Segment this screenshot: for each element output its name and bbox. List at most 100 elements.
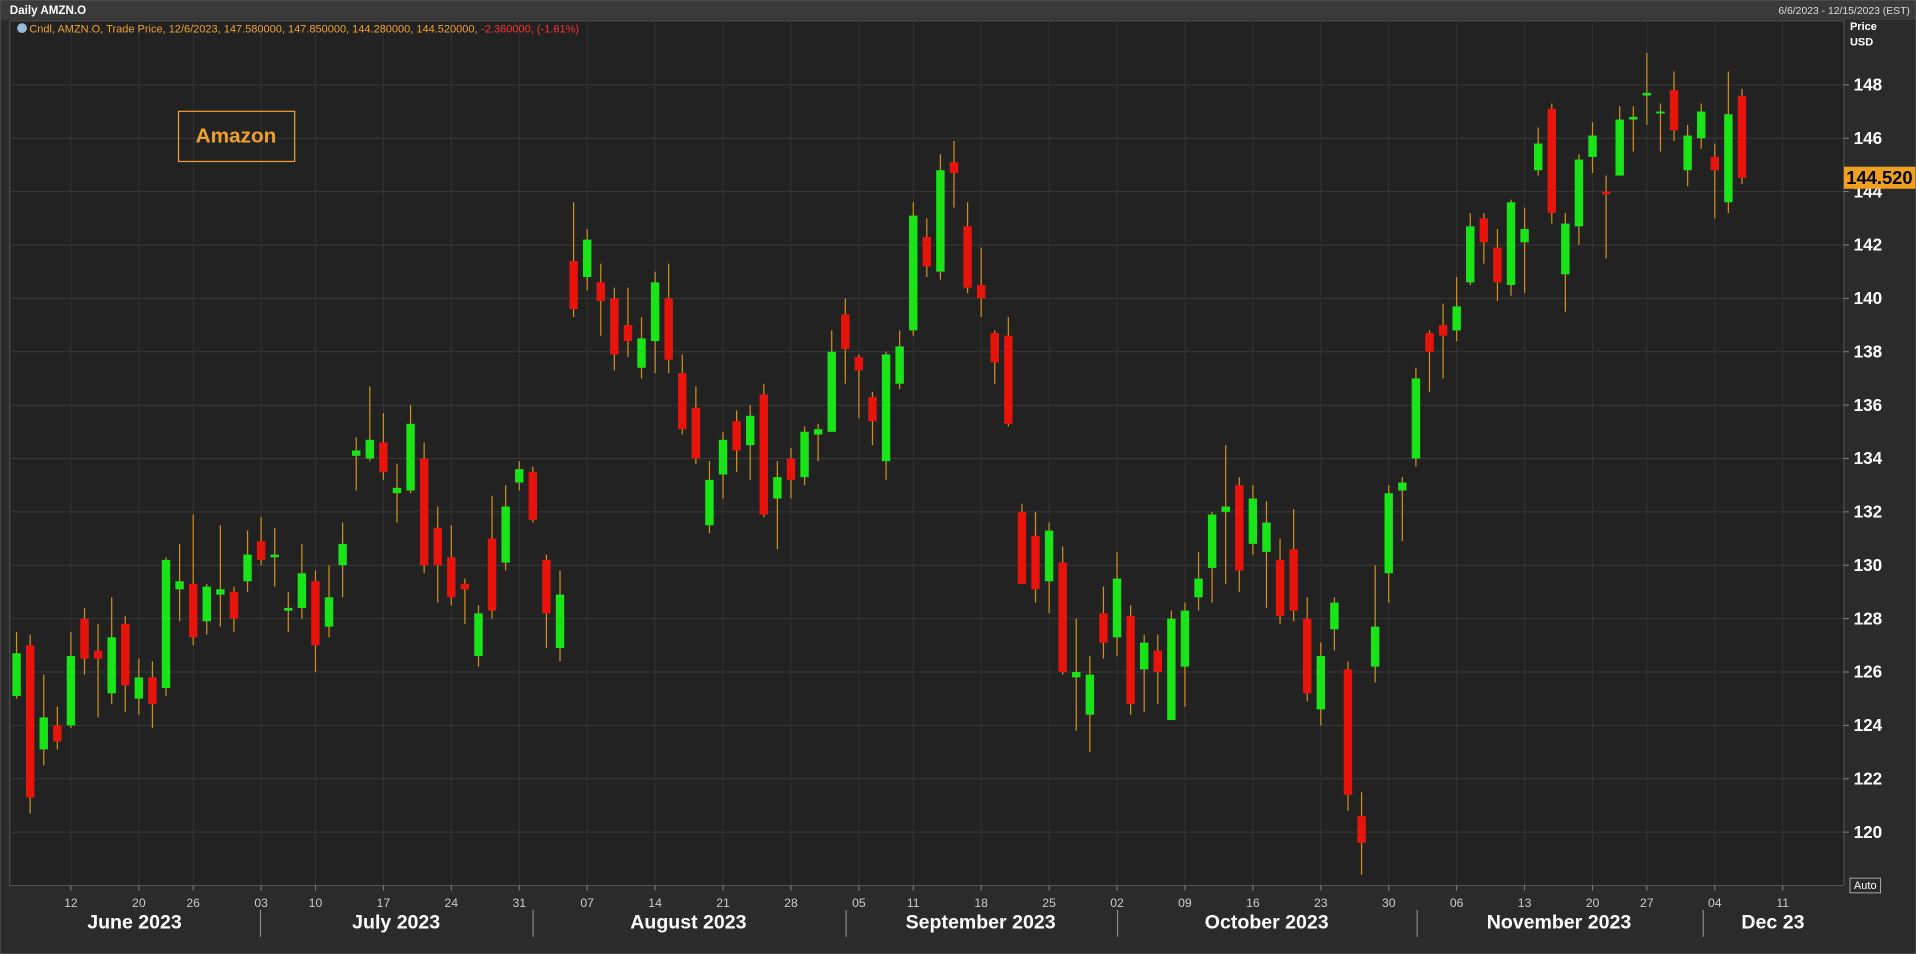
candle-body	[963, 226, 972, 288]
candle-body	[1031, 535, 1040, 590]
candle-body	[1737, 96, 1747, 178]
y-tick-label: 132	[1854, 503, 1883, 522]
candle-body	[474, 613, 483, 656]
candle-body	[1411, 378, 1421, 459]
candle-body	[1289, 549, 1298, 611]
candle-body	[1696, 111, 1706, 139]
candle-body	[1316, 655, 1326, 710]
candle-body	[705, 479, 714, 526]
x-tick-label: 09	[1178, 896, 1192, 910]
y-axis-unit: USD	[1850, 37, 1873, 49]
candle-body	[664, 298, 673, 360]
month-label: September 2023	[906, 912, 1056, 934]
candle-body	[1262, 522, 1271, 552]
candle-body	[637, 338, 646, 368]
candle-body	[447, 557, 456, 598]
candle-body	[678, 373, 687, 430]
candle-body	[623, 325, 633, 342]
candle-body	[1085, 674, 1095, 715]
x-tick-label: 16	[1246, 896, 1260, 910]
candle-body	[161, 559, 171, 689]
candle-body	[419, 458, 429, 566]
candle-body	[691, 407, 701, 459]
candle-body	[80, 618, 89, 659]
candle-body	[1044, 530, 1054, 582]
candle-body	[1683, 135, 1692, 171]
candle-body	[148, 677, 157, 705]
auto-button-label[interactable]: Auto	[1854, 880, 1877, 892]
candle-body	[1207, 514, 1217, 568]
y-axis-label: Price	[1850, 21, 1877, 33]
candle-body	[1493, 247, 1502, 283]
candle-body	[284, 607, 293, 611]
candle-body	[93, 650, 103, 659]
candle-body	[256, 541, 266, 560]
candle-body	[1180, 610, 1190, 667]
candle-body	[352, 450, 361, 456]
candle-body	[1438, 325, 1448, 336]
candle-body	[107, 637, 116, 694]
x-tick-label: 25	[1042, 896, 1056, 910]
x-tick-label: 13	[1518, 896, 1532, 910]
y-tick-label: 122	[1854, 769, 1883, 788]
month-label: July 2023	[352, 912, 440, 934]
candle-body	[1384, 493, 1393, 574]
candle-body	[800, 431, 809, 478]
y-tick-label: 134	[1854, 449, 1883, 468]
candle-body	[311, 581, 320, 646]
candle-body	[1452, 306, 1461, 331]
annotation-box	[177, 110, 296, 163]
date-range: 6/6/2023 - 12/15/2023 (EST)	[1778, 6, 1909, 17]
candle-body	[216, 589, 225, 595]
candle-body	[1153, 650, 1162, 672]
candle-body	[433, 527, 442, 566]
legend-text: Cndl, AMZN.O, Trade Price, 12/6/2023, 14…	[29, 23, 477, 35]
y-tick-label: 136	[1854, 396, 1883, 415]
candle-body	[1072, 671, 1081, 678]
candle-body	[121, 623, 130, 686]
candle-body	[745, 415, 755, 446]
candle-body	[1343, 669, 1353, 795]
auto-button[interactable]	[1849, 877, 1882, 894]
candle-body	[1656, 111, 1665, 114]
candle-body	[1248, 498, 1258, 544]
candle-body	[841, 314, 850, 350]
candle-body	[12, 653, 21, 697]
legend-change: -2.360000, (-1.61%)	[481, 23, 579, 35]
x-tick-label: 27	[1640, 896, 1654, 910]
candle-body	[786, 458, 796, 480]
month-label: October 2023	[1205, 912, 1329, 934]
candle-body	[1601, 191, 1611, 195]
candle-body	[1017, 511, 1027, 584]
candle-body	[1425, 333, 1434, 352]
candle-body	[1588, 135, 1597, 157]
plot-area	[9, 20, 1845, 886]
y-tick-label: 142	[1854, 236, 1883, 255]
legend-icon[interactable]	[17, 23, 27, 34]
candle-body	[949, 162, 959, 173]
candle-body	[379, 442, 388, 472]
candle-body	[1615, 119, 1624, 176]
x-tick-label: 31	[512, 896, 526, 910]
y-tick-label: 124	[1854, 716, 1883, 735]
x-tick-label: 24	[445, 896, 459, 910]
x-tick-label: 21	[716, 896, 730, 910]
y-tick-label: 146	[1854, 129, 1883, 148]
candle-body	[406, 423, 415, 491]
candle-body	[365, 439, 375, 459]
x-tick-label: 04	[1708, 896, 1722, 910]
x-tick-label: 20	[132, 896, 146, 910]
candle-body	[1629, 116, 1638, 120]
x-tick-label: 20	[1586, 896, 1600, 910]
candle-body	[501, 506, 510, 563]
x-tick-label: 11	[1776, 896, 1789, 910]
candle-body	[188, 583, 198, 638]
candle-body	[936, 170, 945, 272]
candle-body	[1099, 613, 1108, 643]
candle-body	[1642, 92, 1652, 96]
month-label: June 2023	[87, 912, 182, 934]
candle-body	[542, 559, 551, 614]
candle-body	[718, 439, 728, 475]
